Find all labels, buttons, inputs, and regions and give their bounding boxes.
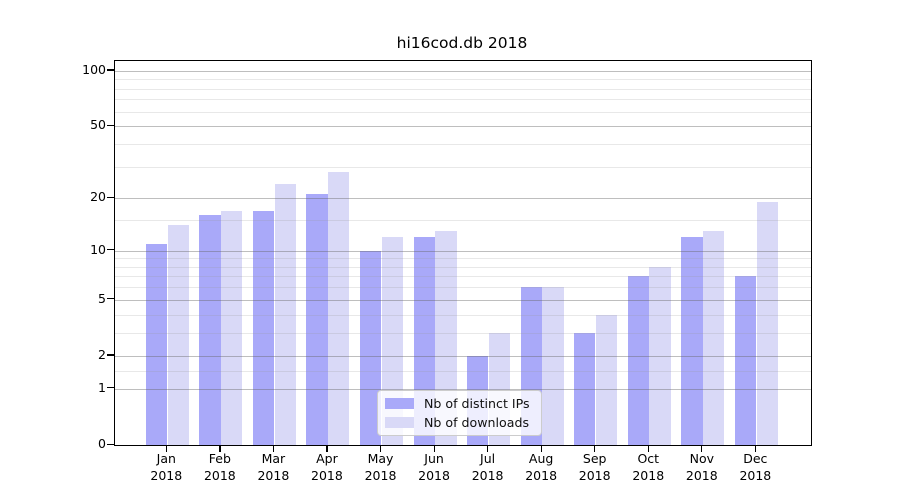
- x-tick-mark: [433, 445, 435, 452]
- y-tick-mark: [107, 298, 114, 300]
- bar-dec-ips: [734, 276, 757, 445]
- y-tick-mark: [107, 249, 114, 251]
- x-tick-label-oct: Oct 2018: [632, 451, 665, 483]
- x-tick-label-nov: Nov 2018: [685, 451, 718, 483]
- x-tick-label-dec: Dec 2018: [739, 451, 772, 483]
- bar-mar-downloads: [274, 184, 296, 445]
- y-tick-label: 20: [90, 189, 106, 205]
- x-tick-mark: [647, 445, 649, 452]
- legend-item-distinct-ips: Nb of distinct IPs: [378, 396, 541, 411]
- bar-nov-downloads: [703, 231, 725, 445]
- x-tick-label-sep: Sep 2018: [578, 451, 611, 483]
- legend-label-distinct-ips: Nb of distinct IPs: [424, 396, 530, 411]
- x-tick-mark: [326, 445, 328, 452]
- bar-sep-ips: [574, 332, 596, 445]
- x-tick-label-aug: Aug 2018: [525, 451, 558, 483]
- y-tick-label: 5: [98, 290, 106, 306]
- x-tick-label-jun: Jun 2018: [418, 451, 450, 483]
- bar-may-ips: [360, 250, 382, 445]
- y-tick-label: 1: [98, 379, 106, 395]
- legend-label-downloads: Nb of downloads: [424, 415, 530, 430]
- legend-swatch-distinct-ips: [385, 398, 414, 409]
- y-tick-label: 50: [90, 117, 106, 133]
- bar-apr-downloads: [328, 171, 350, 445]
- bar-jan-downloads: [167, 225, 189, 445]
- bar-feb-downloads: [221, 210, 243, 445]
- x-tick-mark: [754, 445, 757, 452]
- y-tick-label: 100: [82, 61, 106, 77]
- bar-dec-downloads: [756, 202, 778, 445]
- x-tick-mark: [380, 445, 382, 452]
- legend-item-downloads: Nb of downloads: [378, 415, 541, 430]
- x-tick-mark: [594, 445, 596, 452]
- y-tick-label: 0: [98, 436, 106, 451]
- y-tick-mark: [107, 69, 114, 71]
- bar-apr-ips: [306, 194, 328, 445]
- y-tick-mark: [107, 196, 114, 198]
- bar-aug-downloads: [542, 287, 564, 445]
- bar-sep-downloads: [595, 314, 618, 445]
- y-tick-label: 2: [98, 346, 106, 362]
- bar-feb-ips: [199, 215, 221, 445]
- bar-jan-ips: [145, 243, 168, 445]
- y-tick-mark: [107, 124, 114, 126]
- bar-nov-ips: [681, 237, 703, 445]
- plot-area: [114, 60, 812, 446]
- x-tick-label-may: May 2018: [364, 451, 397, 483]
- legend-swatch-downloads: [385, 417, 414, 428]
- y-tick-mark: [107, 354, 114, 356]
- bar-oct-downloads: [649, 266, 671, 445]
- x-tick-mark: [272, 445, 275, 452]
- bars-layer: [115, 61, 811, 445]
- x-tick-label-apr: Apr 2018: [311, 451, 343, 483]
- x-tick-label-feb: Feb 2018: [203, 451, 236, 483]
- x-tick-mark: [219, 445, 221, 452]
- legend: Nb of distinct IPs Nb of downloads: [377, 390, 542, 436]
- bar-oct-ips: [627, 276, 650, 445]
- x-tick-mark: [487, 445, 489, 452]
- x-tick-label-jan: Jan 2018: [150, 451, 183, 483]
- bar-mar-ips: [252, 210, 275, 445]
- x-tick-mark: [701, 445, 703, 452]
- x-tick-label-jul: Jul 2018: [471, 451, 504, 483]
- chart-title: hi16cod.db 2018: [396, 34, 528, 52]
- y-tick-mark: [107, 443, 114, 445]
- x-tick-label-mar: Mar 2018: [257, 451, 290, 483]
- x-tick-mark: [540, 445, 542, 452]
- y-tick-label: 10: [90, 241, 106, 257]
- y-tick-mark: [107, 387, 114, 389]
- x-tick-mark: [165, 445, 167, 452]
